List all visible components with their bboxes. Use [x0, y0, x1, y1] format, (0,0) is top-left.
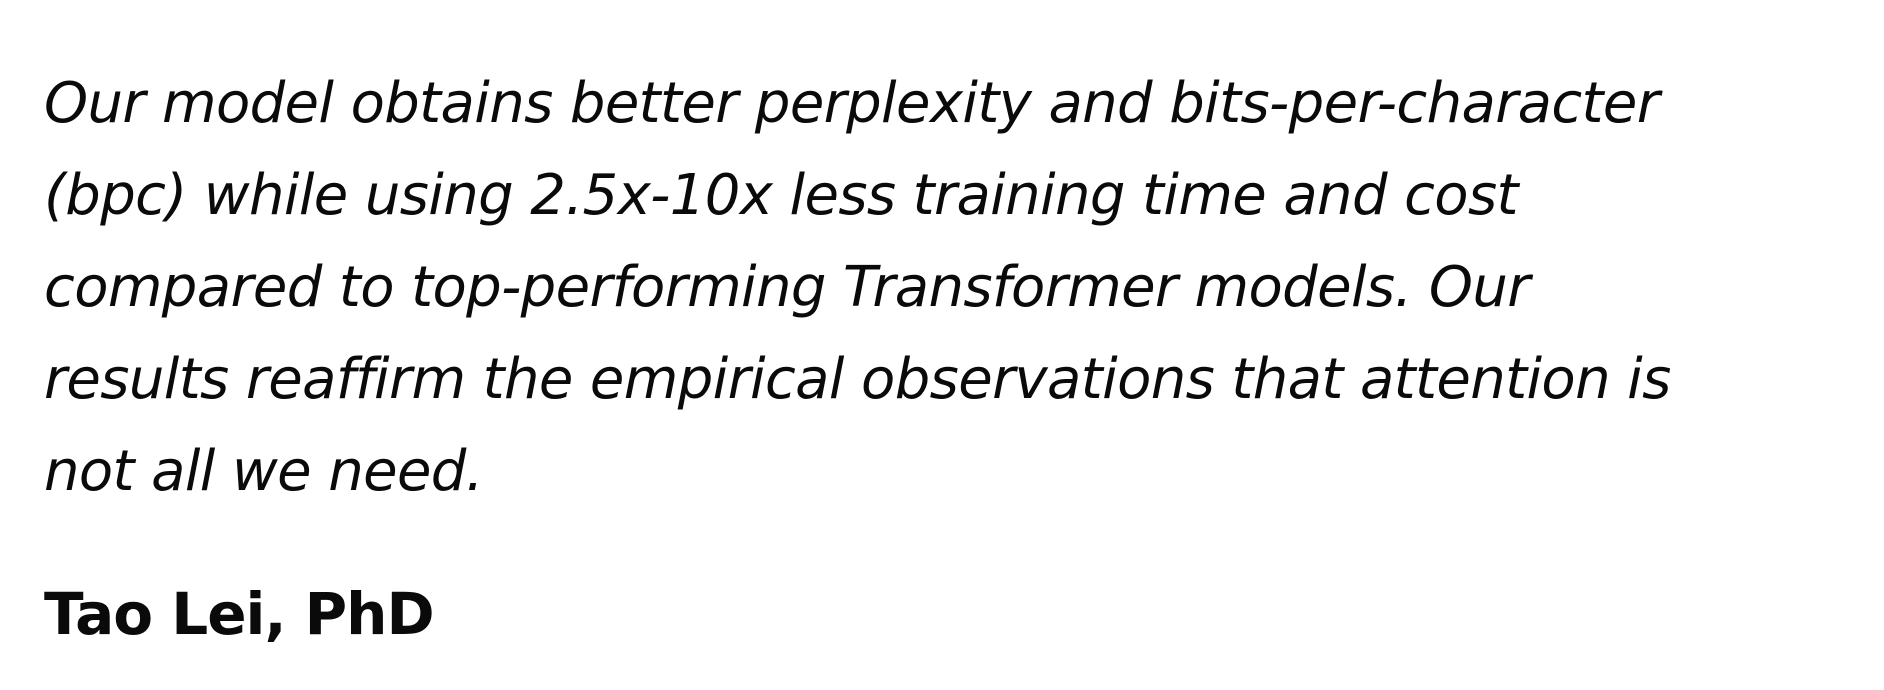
quote-line-1: Our model obtains better perplexity and …: [44, 71, 1660, 136]
quote-text: Our model obtains better perplexity and …: [44, 58, 1874, 518]
quote-line-3: compared to top-performing Transformer m…: [44, 255, 1530, 320]
quote-card: Our model obtains better perplexity and …: [44, 58, 1874, 518]
quote-line-2: (bpc) while using 2.5x-10x less training…: [44, 163, 1518, 228]
quote-line-4: results reaffirm the empirical observati…: [44, 347, 1671, 412]
quote-line-5: not all we need.: [44, 439, 484, 504]
quote-author: Tao Lei, PhD: [44, 580, 435, 648]
